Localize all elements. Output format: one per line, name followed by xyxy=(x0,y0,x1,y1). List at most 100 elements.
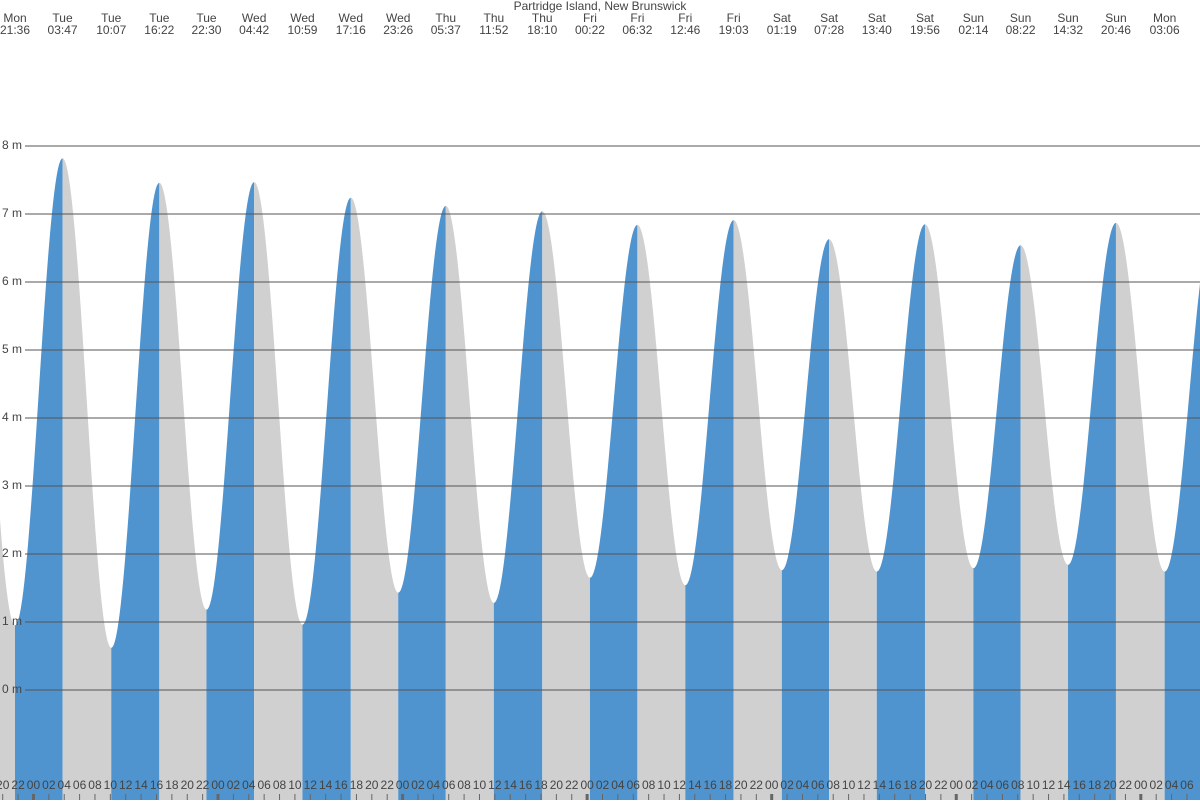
hour-label: 16 xyxy=(1073,778,1087,792)
extreme-time: 11:52 xyxy=(479,23,508,37)
hour-label: 18 xyxy=(534,778,548,792)
falling-area xyxy=(445,205,494,801)
y-tick-label: 2 m xyxy=(2,546,22,560)
extreme-time: 17:16 xyxy=(336,23,366,37)
extreme-time: 03:47 xyxy=(48,23,78,37)
falling-area xyxy=(637,224,686,800)
extreme-day: Sat xyxy=(773,11,792,25)
hour-label: 16 xyxy=(519,778,533,792)
extreme-day: Thu xyxy=(532,11,553,25)
tide-areas xyxy=(0,158,1200,801)
extreme-time: 10:59 xyxy=(287,23,317,37)
extreme-time: 01:19 xyxy=(767,23,797,37)
falling-area xyxy=(62,158,112,801)
falling-area xyxy=(159,182,207,801)
extreme-time: 20:46 xyxy=(1101,23,1131,37)
hour-label: 06 xyxy=(257,778,271,792)
extreme-time: 21:36 xyxy=(0,23,30,37)
rising-area xyxy=(1068,222,1116,801)
hour-label: 20 xyxy=(181,778,195,792)
hour-label: 22 xyxy=(1119,778,1133,792)
hour-label: 22 xyxy=(750,778,764,792)
extreme-day: Thu xyxy=(435,11,456,25)
extreme-time: 23:26 xyxy=(383,23,413,37)
falling-area xyxy=(1115,222,1165,801)
hour-label: 22 xyxy=(196,778,210,792)
hour-label: 08 xyxy=(642,778,656,792)
extreme-time: 08:22 xyxy=(1006,23,1036,37)
extreme-time: 19:56 xyxy=(910,23,940,37)
hour-label: 08 xyxy=(88,778,102,792)
hour-label: 08 xyxy=(1011,778,1025,792)
rising-area xyxy=(302,197,351,800)
extreme-day: Sat xyxy=(868,11,887,25)
extreme-time: 18:10 xyxy=(527,23,557,37)
hour-label: 10 xyxy=(104,778,118,792)
extreme-day: Fri xyxy=(630,11,644,25)
hour-label: 10 xyxy=(1026,778,1040,792)
y-tick-label: 0 m xyxy=(2,682,22,696)
hour-label: 10 xyxy=(842,778,856,792)
hour-label: 00 xyxy=(950,778,964,792)
y-tick-label: 1 m xyxy=(2,614,22,628)
hour-label: 20 xyxy=(734,778,748,792)
rising-area xyxy=(493,211,543,800)
extreme-day: Thu xyxy=(483,11,504,25)
hour-label: 16 xyxy=(703,778,717,792)
extreme-day: Fri xyxy=(678,11,692,25)
extreme-day: Fri xyxy=(583,11,597,25)
hour-label: 02 xyxy=(596,778,610,792)
hour-label: 04 xyxy=(796,778,810,792)
hour-label: 08 xyxy=(273,778,287,792)
hour-label: 20 xyxy=(0,778,10,792)
hour-label: 12 xyxy=(673,778,687,792)
hour-label: 18 xyxy=(719,778,733,792)
falling-area xyxy=(350,197,399,800)
extreme-time: 10:07 xyxy=(96,23,126,37)
hour-label: 10 xyxy=(657,778,671,792)
hour-label: 10 xyxy=(288,778,302,792)
hour-label: 16 xyxy=(150,778,164,792)
hour-label: 08 xyxy=(827,778,841,792)
hour-label: 22 xyxy=(565,778,579,792)
hour-label: 18 xyxy=(1088,778,1102,792)
extreme-day: Mon xyxy=(3,11,26,25)
rising-area xyxy=(398,205,446,801)
hour-label: 06 xyxy=(996,778,1010,792)
extreme-day: Sun xyxy=(1105,11,1126,25)
falling-area xyxy=(0,519,15,800)
hour-label: 16 xyxy=(888,778,902,792)
extreme-day: Tue xyxy=(52,11,73,25)
extreme-time: 12:46 xyxy=(670,23,700,37)
y-tick-label: 6 m xyxy=(2,274,22,288)
extreme-time: 13:40 xyxy=(862,23,892,37)
extreme-day: Sun xyxy=(1010,11,1031,25)
falling-area xyxy=(542,211,590,800)
y-tick-label: 4 m xyxy=(2,410,22,424)
hour-label: 12 xyxy=(857,778,871,792)
hour-label: 00 xyxy=(765,778,779,792)
y-tick-label: 5 m xyxy=(2,342,22,356)
extreme-time: 04:42 xyxy=(239,23,269,37)
extreme-day: Sat xyxy=(916,11,935,25)
y-tick-label: 3 m xyxy=(2,478,22,492)
hour-label: 02 xyxy=(1150,778,1164,792)
hour-label: 08 xyxy=(457,778,471,792)
extreme-time: 06:32 xyxy=(622,23,652,37)
hour-label: 00 xyxy=(211,778,225,792)
hour-label: 14 xyxy=(134,778,148,792)
hour-label: 22 xyxy=(11,778,25,792)
rising-area xyxy=(15,158,63,801)
hour-label: 04 xyxy=(980,778,994,792)
hour-label: 02 xyxy=(965,778,979,792)
falling-area xyxy=(1020,245,1069,800)
extreme-time: 14:32 xyxy=(1053,23,1083,37)
extreme-day: Sun xyxy=(1057,11,1078,25)
hour-label: 06 xyxy=(811,778,825,792)
extreme-time: 00:22 xyxy=(575,23,605,37)
hour-label: 02 xyxy=(411,778,425,792)
hour-label: 20 xyxy=(919,778,933,792)
hour-label: 22 xyxy=(381,778,395,792)
falling-area xyxy=(733,220,782,800)
hour-label: 06 xyxy=(73,778,87,792)
